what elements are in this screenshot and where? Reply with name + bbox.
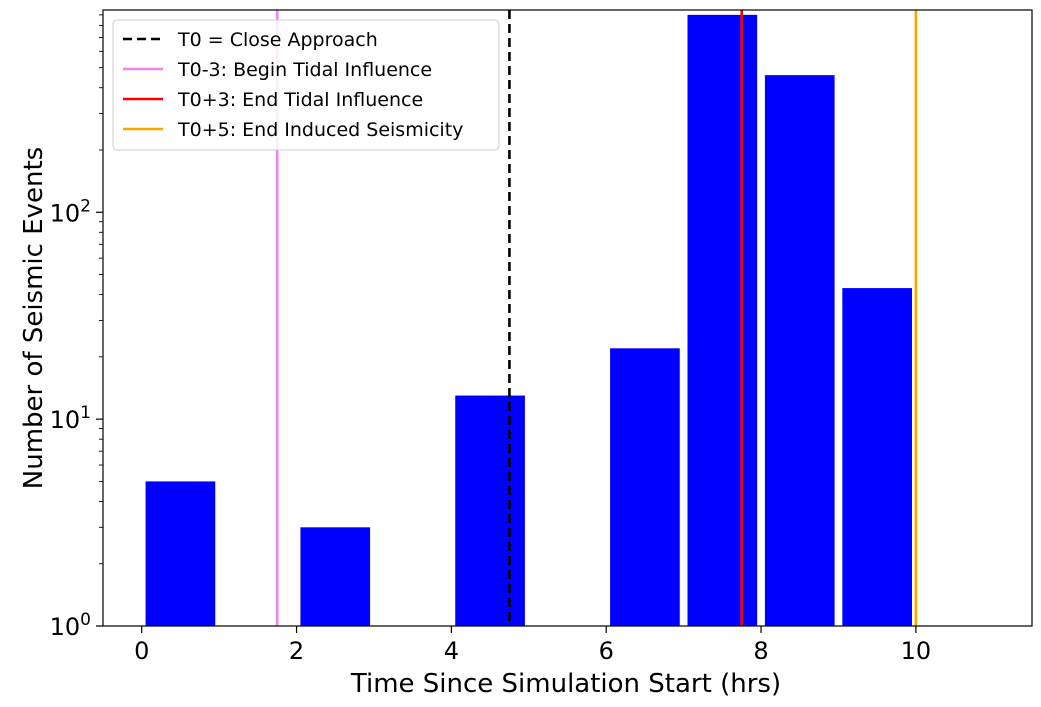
legend-label: T0 = Close Approach	[177, 29, 378, 51]
legend-label: T0+3: End Tidal Influence	[177, 89, 423, 111]
bars	[145, 14, 913, 626]
y-tick-label: 102	[50, 196, 91, 227]
bar	[610, 348, 680, 626]
x-tick-label: 10	[901, 637, 932, 665]
y-tick-label: 100	[50, 610, 91, 641]
legend-label: T0-3: Begin Tidal Influence	[177, 59, 432, 81]
x-tick-label: 0	[134, 637, 149, 665]
plot-frame	[102, 9, 1033, 627]
legend: T0 = Close Approach T0-3: Begin Tidal Inf…	[112, 19, 500, 151]
y-axis-ticks: 100 101 102	[50, 14, 103, 641]
x-tick-label: 2	[289, 637, 304, 665]
bar	[687, 14, 758, 626]
bar	[842, 288, 913, 626]
x-tick-label: 6	[599, 637, 614, 665]
bar	[455, 395, 525, 626]
bar	[300, 527, 371, 626]
x-axis-label: Time Since Simulation Start (hrs)	[350, 669, 781, 699]
bar	[145, 481, 216, 626]
y-axis-label: Number of Seismic Events	[19, 147, 49, 489]
legend-label: T0+5: End Induced Seismicity	[177, 119, 463, 141]
x-tick-label: 8	[753, 637, 768, 665]
y-tick-label: 101	[50, 403, 91, 434]
x-axis-ticks: 0 2 4 6 8 10	[134, 626, 931, 665]
bar	[764, 75, 835, 626]
legend-box	[112, 19, 500, 151]
x-tick-label: 4	[444, 637, 459, 665]
